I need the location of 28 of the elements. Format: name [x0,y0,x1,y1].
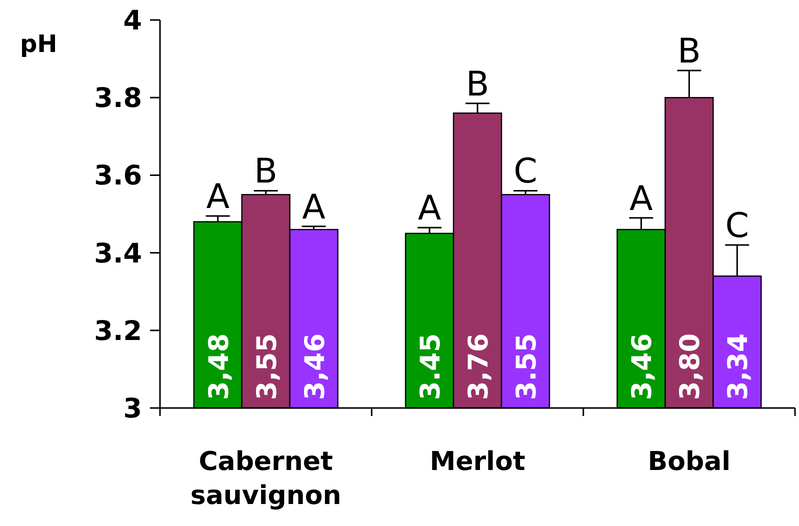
y-tick-label: 4 [123,5,142,36]
data-label: 3,46 [300,333,331,400]
y-tick-label: 3.6 [94,160,142,192]
x-tick-label: Merlot [430,447,526,477]
annotation: B [466,64,490,104]
y-tick-label: 3.2 [94,316,142,347]
annotation: A [206,176,230,217]
annotation: A [418,188,442,229]
y-axis-title: pH [20,30,58,58]
annotation: A [302,187,326,228]
data-label: 3,55 [252,333,283,400]
x-tick-label: Bobal [648,447,731,477]
data-label: 3,80 [675,333,706,400]
data-label: 3.55 [511,333,542,400]
y-tick-label: 3.8 [94,83,142,114]
y-tick-label: 3.4 [94,238,142,270]
annotation: C [725,206,750,246]
annotation: A [630,178,653,219]
annotation: C [514,152,538,192]
data-label: 3,34 [723,333,754,400]
data-label: 3,46 [627,333,658,400]
data-label: 3,76 [464,333,494,400]
data-label: 3,48 [204,333,235,400]
data-label: 3.45 [416,333,447,400]
annotation: B [678,31,701,72]
y-tick-label: 3 [123,393,142,424]
x-tick-label: Cabernet sauvignon [190,447,342,511]
annotation: B [254,152,278,192]
